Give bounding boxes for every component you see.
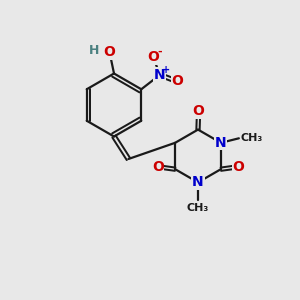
- Text: O: O: [232, 160, 244, 174]
- Text: H: H: [89, 44, 99, 57]
- Text: O: O: [103, 45, 116, 59]
- Text: +: +: [162, 65, 170, 75]
- Text: N: N: [215, 136, 227, 150]
- Text: CH₃: CH₃: [240, 133, 262, 143]
- Text: O: O: [152, 160, 164, 174]
- Text: -: -: [158, 47, 162, 57]
- Text: O: O: [147, 50, 159, 64]
- Text: CH₃: CH₃: [187, 203, 209, 213]
- Text: O: O: [171, 74, 183, 88]
- Text: O: O: [193, 104, 205, 118]
- Text: N: N: [154, 68, 166, 82]
- Text: N: N: [192, 176, 204, 189]
